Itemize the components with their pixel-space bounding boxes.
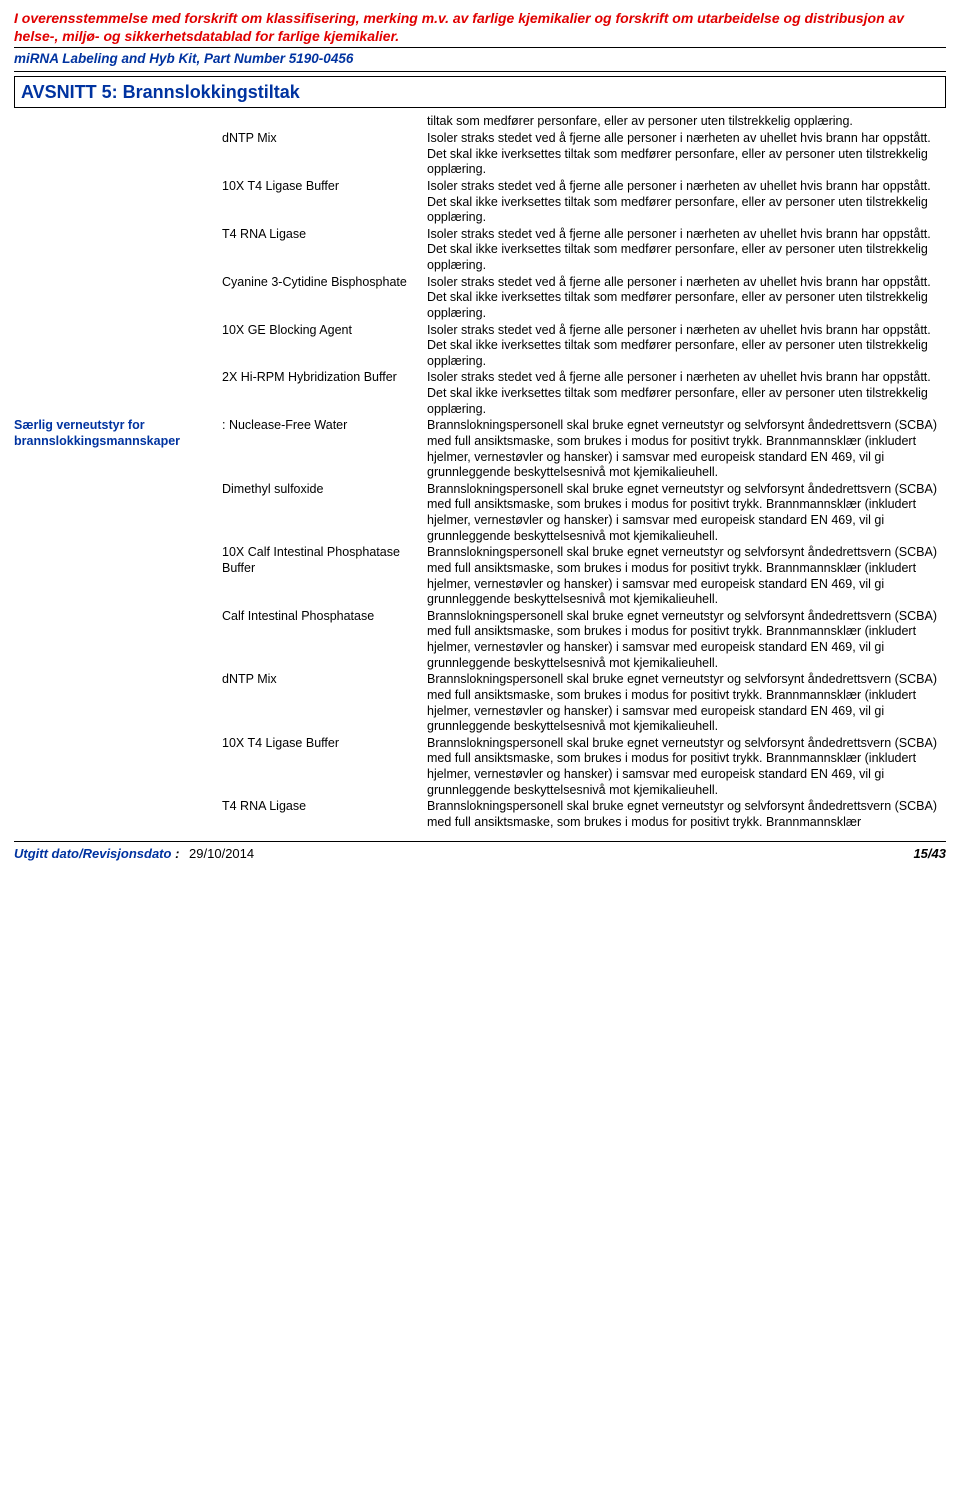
row-label: Særlig verneutstyr for brannslokkingsman… xyxy=(14,418,222,449)
row-mid: 10X GE Blocking Agent xyxy=(222,323,427,339)
footer-label: Utgitt dato/Revisjonsdato xyxy=(14,846,171,861)
footer-page: 15/43 xyxy=(913,846,946,862)
row-text: Brannslokningspersonell skal bruke egnet… xyxy=(427,418,946,481)
table-row: T4 RNA Ligase Brannslokningspersonell sk… xyxy=(14,799,946,830)
row-mid: T4 RNA Ligase xyxy=(222,227,427,243)
row-mid: 2X Hi-RPM Hybridization Buffer xyxy=(222,370,427,386)
row-text: Isoler straks stedet ved å fjerne alle p… xyxy=(427,275,946,322)
table-row: dNTP Mix Brannslokningspersonell skal br… xyxy=(14,672,946,735)
row-mid: T4 RNA Ligase xyxy=(222,799,427,815)
footer-date: 29/10/2014 xyxy=(189,846,254,861)
row-text: Isoler straks stedet ved å fjerne alle p… xyxy=(427,370,946,417)
row-text: Brannslokningspersonell skal bruke egnet… xyxy=(427,736,946,799)
table-row: 10X T4 Ligase Buffer Isoler straks stede… xyxy=(14,179,946,226)
table-row: 10X GE Blocking Agent Isoler straks sted… xyxy=(14,323,946,370)
row-mid: Cyanine 3-Cytidine Bisphosphate xyxy=(222,275,427,291)
footer-colon: : xyxy=(175,846,179,861)
row-text: Brannslokningspersonell skal bruke egnet… xyxy=(427,799,946,830)
table-row: dNTP Mix Isoler straks stedet ved å fjer… xyxy=(14,131,946,178)
row-text: Isoler straks stedet ved å fjerne alle p… xyxy=(427,323,946,370)
table-row: T4 RNA Ligase Isoler straks stedet ved å… xyxy=(14,227,946,274)
row-text: Isoler straks stedet ved å fjerne alle p… xyxy=(427,227,946,274)
row-mid: 10X Calf Intestinal Phosphatase Buffer xyxy=(222,545,427,576)
row-mid: 10X T4 Ligase Buffer xyxy=(222,179,427,195)
colon: : xyxy=(222,418,229,432)
row-text: tiltak som medfører personfare, eller av… xyxy=(427,114,946,130)
header-blue: miRNA Labeling and Hyb Kit, Part Number … xyxy=(14,47,946,72)
row-mid: Dimethyl sulfoxide xyxy=(222,482,427,498)
row-text: Brannslokningspersonell skal bruke egnet… xyxy=(427,482,946,545)
row-text: Brannslokningspersonell skal bruke egnet… xyxy=(427,609,946,672)
row-text: Brannslokningspersonell skal bruke egnet… xyxy=(427,545,946,608)
row-mid: dNTP Mix xyxy=(222,672,427,688)
footer: Utgitt dato/Revisjonsdato : 29/10/2014 1… xyxy=(14,841,946,862)
section-title: AVSNITT 5: Brannslokkingstiltak xyxy=(14,76,946,109)
row-mid: 10X T4 Ligase Buffer xyxy=(222,736,427,752)
table-row: Calf Intestinal Phosphatase Brannsloknin… xyxy=(14,609,946,672)
row-text: Brannslokningspersonell skal bruke egnet… xyxy=(427,672,946,735)
content: tiltak som medfører personfare, eller av… xyxy=(14,114,946,830)
row-text: Isoler straks stedet ved å fjerne alle p… xyxy=(427,179,946,226)
table-row: 2X Hi-RPM Hybridization Buffer Isoler st… xyxy=(14,370,946,417)
footer-left: Utgitt dato/Revisjonsdato : 29/10/2014 xyxy=(14,846,254,862)
table-row: 10X T4 Ligase Buffer Brannslokningsperso… xyxy=(14,736,946,799)
table-row: Cyanine 3-Cytidine Bisphosphate Isoler s… xyxy=(14,275,946,322)
table-row: Særlig verneutstyr for brannslokkingsman… xyxy=(14,418,946,481)
row-mid-text: Nuclease-Free Water xyxy=(229,418,347,432)
row-mid: Calf Intestinal Phosphatase xyxy=(222,609,427,625)
table-row: tiltak som medfører personfare, eller av… xyxy=(14,114,946,130)
table-row: 10X Calf Intestinal Phosphatase Buffer B… xyxy=(14,545,946,608)
row-mid: dNTP Mix xyxy=(222,131,427,147)
header-red: I overensstemmelse med forskrift om klas… xyxy=(14,10,946,47)
row-text: Isoler straks stedet ved å fjerne alle p… xyxy=(427,131,946,178)
table-row: Dimethyl sulfoxide Brannslokningspersone… xyxy=(14,482,946,545)
row-mid: : Nuclease-Free Water xyxy=(222,418,427,434)
